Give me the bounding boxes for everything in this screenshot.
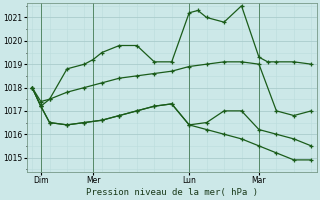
X-axis label: Pression niveau de la mer( hPa ): Pression niveau de la mer( hPa )	[86, 188, 258, 197]
